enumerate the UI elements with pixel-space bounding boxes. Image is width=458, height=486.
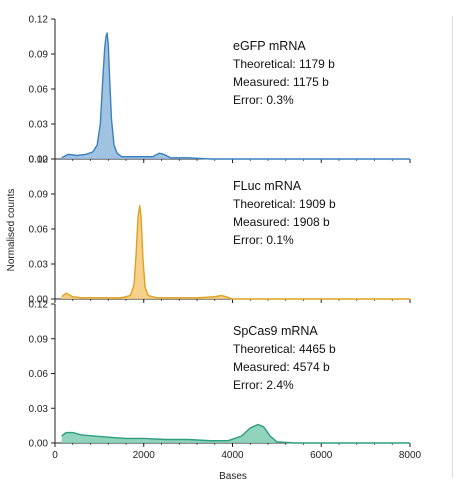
- x-axis-title: Bases: [219, 471, 247, 482]
- annotation-line: Measured: 4574 b: [233, 360, 330, 374]
- annotation-line: Theoretical: 1179 b: [233, 57, 335, 71]
- y-tick-label: 0.00: [29, 155, 49, 166]
- y-tick-label: 0.12: [29, 300, 49, 311]
- annotation-line: Theoretical: 4465 b: [233, 342, 336, 356]
- y-tick-label: 0.03: [29, 120, 49, 131]
- y-tick-label: 0.03: [29, 260, 49, 271]
- annotation-line: Error: 0.1%: [233, 233, 294, 247]
- y-tick-label: 0.09: [29, 50, 49, 61]
- panel-1: 0.12 0.09 0.06 0.03 0.00 FLuc mRNA Theoretical…: [29, 155, 411, 306]
- x-tick-label: 2000: [133, 450, 156, 461]
- right-divider: [452, 16, 453, 478]
- y-tick-label: 0.00: [29, 295, 49, 306]
- x-tick-label: 4000: [221, 450, 244, 461]
- annotation-line: Error: 0.3%: [233, 93, 294, 107]
- annotation-line: Error: 2.4%: [233, 378, 294, 392]
- panels: 0.12 0.09 0.06 0.03 0.00 eGFP mRNA Theoretical…: [29, 15, 422, 462]
- annotation-title: SpCas9 mRNA: [233, 324, 318, 338]
- y-tick-label: 0.06: [29, 225, 49, 236]
- annotation-line: Measured: 1908 b: [233, 215, 330, 229]
- annotation-line: Theoretical: 1909 b: [233, 197, 336, 211]
- x-tick-label: 8000: [399, 450, 422, 461]
- y-tick-label: 0.09: [29, 190, 49, 201]
- annotation-title: eGFP mRNA: [233, 39, 306, 53]
- y-tick-label: 0.06: [29, 369, 49, 380]
- series-line: [61, 205, 410, 300]
- panel-0: 0.12 0.09 0.06 0.03 0.00 eGFP mRNA Theoretical…: [29, 15, 411, 166]
- y-tick-label: 0.12: [29, 15, 49, 26]
- series-area: [61, 424, 410, 443]
- series-line: [61, 423, 410, 444]
- y-tick-label: 0.03: [29, 404, 49, 415]
- annotation-title: FLuc mRNA: [233, 179, 302, 193]
- x-tick-label: 0: [52, 450, 58, 461]
- x-tick-label: 6000: [310, 450, 333, 461]
- y-axis-title: Normalised counts: [6, 189, 17, 272]
- y-tick-label: 0.09: [29, 334, 49, 345]
- y-tick-label: 0.12: [29, 155, 49, 166]
- y-tick-label: 0.00: [29, 439, 49, 450]
- series-line: [61, 32, 410, 160]
- panel-2: 0.12 0.09 0.06 0.03 0.000 2000 4000 6000 8000 SpC…: [29, 300, 422, 462]
- annotation-line: Measured: 1175 b: [233, 75, 329, 89]
- y-tick-label: 0.06: [29, 85, 49, 96]
